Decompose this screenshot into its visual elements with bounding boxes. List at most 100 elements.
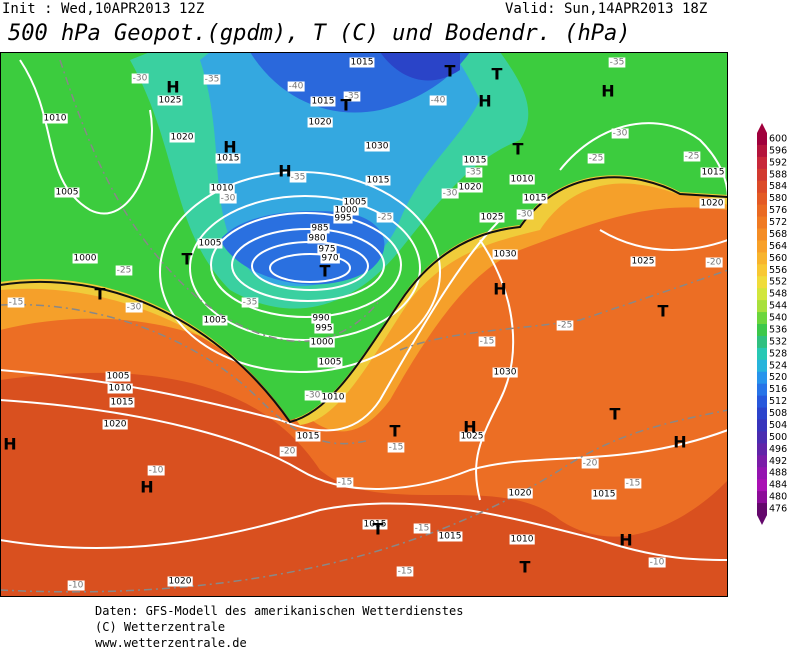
temperature-label-box <box>147 465 165 476</box>
temperature-label: -15 <box>398 567 413 577</box>
pressure-label-box <box>167 576 193 587</box>
540-contour <box>0 176 728 424</box>
pressure-label-box <box>333 205 359 216</box>
colorbar-cell <box>757 252 767 265</box>
pressure-center: H <box>3 435 16 454</box>
pressure-label-box <box>209 183 235 194</box>
pressure-label: 1015 <box>593 490 616 500</box>
colorbar-cell <box>757 324 767 337</box>
pressure-label-box <box>507 488 533 499</box>
colorbar-label: 556 <box>769 265 787 276</box>
colorbar-cell <box>757 240 767 253</box>
pressure-label: 1010 <box>44 114 67 124</box>
pressure-center: T <box>341 96 352 115</box>
pressure-label-box <box>42 113 68 124</box>
pressure-center: H <box>493 280 506 299</box>
pressure-label-box <box>364 141 390 152</box>
colorbar-cell <box>757 216 767 229</box>
temperature-label-box <box>376 212 394 223</box>
colorbar-label: 484 <box>769 480 787 491</box>
pressure-label-box <box>320 392 346 403</box>
colorbar-label: 480 <box>769 492 787 503</box>
colorbar-cell <box>757 419 767 432</box>
colorbar-label: 536 <box>769 324 787 335</box>
pressure-label-box <box>522 193 548 204</box>
temperature-label: -25 <box>558 321 573 331</box>
pressure-label: 995 <box>334 214 351 224</box>
colorbar-cell <box>757 288 767 301</box>
map-dark-blue <box>380 52 460 81</box>
pressure-label: 1000 <box>335 206 358 216</box>
pressure-label-box <box>509 174 535 185</box>
temperature-label: -25 <box>117 266 132 276</box>
temperature-label: -20 <box>707 258 722 268</box>
temperature-label-box <box>516 209 534 220</box>
colorbar-cell <box>757 312 767 325</box>
colorbar-label: 508 <box>769 408 787 419</box>
pressure-label-box <box>54 187 80 198</box>
pressure-label: 1015 <box>351 58 374 68</box>
temperature-label-box <box>115 265 133 276</box>
temperature-label: -20 <box>281 447 296 457</box>
temperature-label-box <box>648 557 666 568</box>
temperature-label-box <box>705 257 723 268</box>
temperature-label: -10 <box>69 581 84 591</box>
colorbar-label: 560 <box>769 253 787 264</box>
pressure-label-box <box>365 175 391 186</box>
colorbar-label: 540 <box>769 313 787 324</box>
pressure-label-box <box>479 212 505 223</box>
pressure-center: T <box>492 65 503 84</box>
temperature-label-box <box>413 523 431 534</box>
colorbar-label: 544 <box>769 301 787 312</box>
pressure-label-box <box>197 238 223 249</box>
pressure-label-box <box>459 431 485 442</box>
pressure-label-box <box>349 57 375 68</box>
pressure-label-box <box>462 155 488 166</box>
pressure-label-box <box>492 367 518 378</box>
temperature-label: -30 <box>306 391 321 401</box>
pressure-center: T <box>658 302 669 321</box>
colorbar-cell <box>757 264 767 277</box>
temperature-label-box <box>287 81 305 92</box>
pressure-label-box <box>215 153 241 164</box>
colorbar-cell <box>757 431 767 444</box>
pressure-label-box <box>157 95 183 106</box>
colorbar-cell <box>757 133 767 146</box>
pressure-label-box <box>362 519 388 530</box>
pressure-label: 1015 <box>464 156 487 166</box>
pressure-label: 1020 <box>459 183 482 193</box>
pressure-label: 1005 <box>344 198 367 208</box>
map-frame <box>0 52 728 597</box>
pressure-center: T <box>445 62 456 81</box>
pressure-label: 1010 <box>511 175 534 185</box>
colorbar-label: 492 <box>769 456 787 467</box>
temperature-label-box <box>396 566 414 577</box>
pressure-label-box <box>492 249 518 260</box>
pressure-label-box <box>317 357 343 368</box>
pressure-label: 990 <box>312 314 329 324</box>
temperature-label-box <box>587 153 605 164</box>
pressure-label-box <box>295 431 321 442</box>
temperature-label: -30 <box>133 74 148 84</box>
pressure-label: 1025 <box>481 213 504 223</box>
temperature-label: -25 <box>685 152 700 162</box>
pressure-label-box <box>107 383 133 394</box>
temperature-label: -30 <box>221 194 236 204</box>
temperature-label: -10 <box>149 466 164 476</box>
colorbar-cell <box>757 503 767 516</box>
pressure-label: 1010 <box>109 384 132 394</box>
isobars <box>0 59 728 561</box>
temperature-label: -15 <box>9 298 24 308</box>
colorbar-cell <box>757 192 767 206</box>
pressure-label-box <box>333 213 353 224</box>
pressure-center: H <box>463 418 476 437</box>
colorbar-cell <box>757 300 767 313</box>
pressure-label: 1015 <box>702 168 725 178</box>
temperature-label-box <box>289 172 307 183</box>
temperature-label: -40 <box>431 96 446 106</box>
temperature-label-box <box>611 128 629 139</box>
map-labels: 1015 1025 1010 1020 1015 1020 1015 1030 1015 1010… <box>3 57 726 591</box>
colorbar-cell <box>757 383 767 397</box>
colorbar-cell <box>757 395 767 409</box>
